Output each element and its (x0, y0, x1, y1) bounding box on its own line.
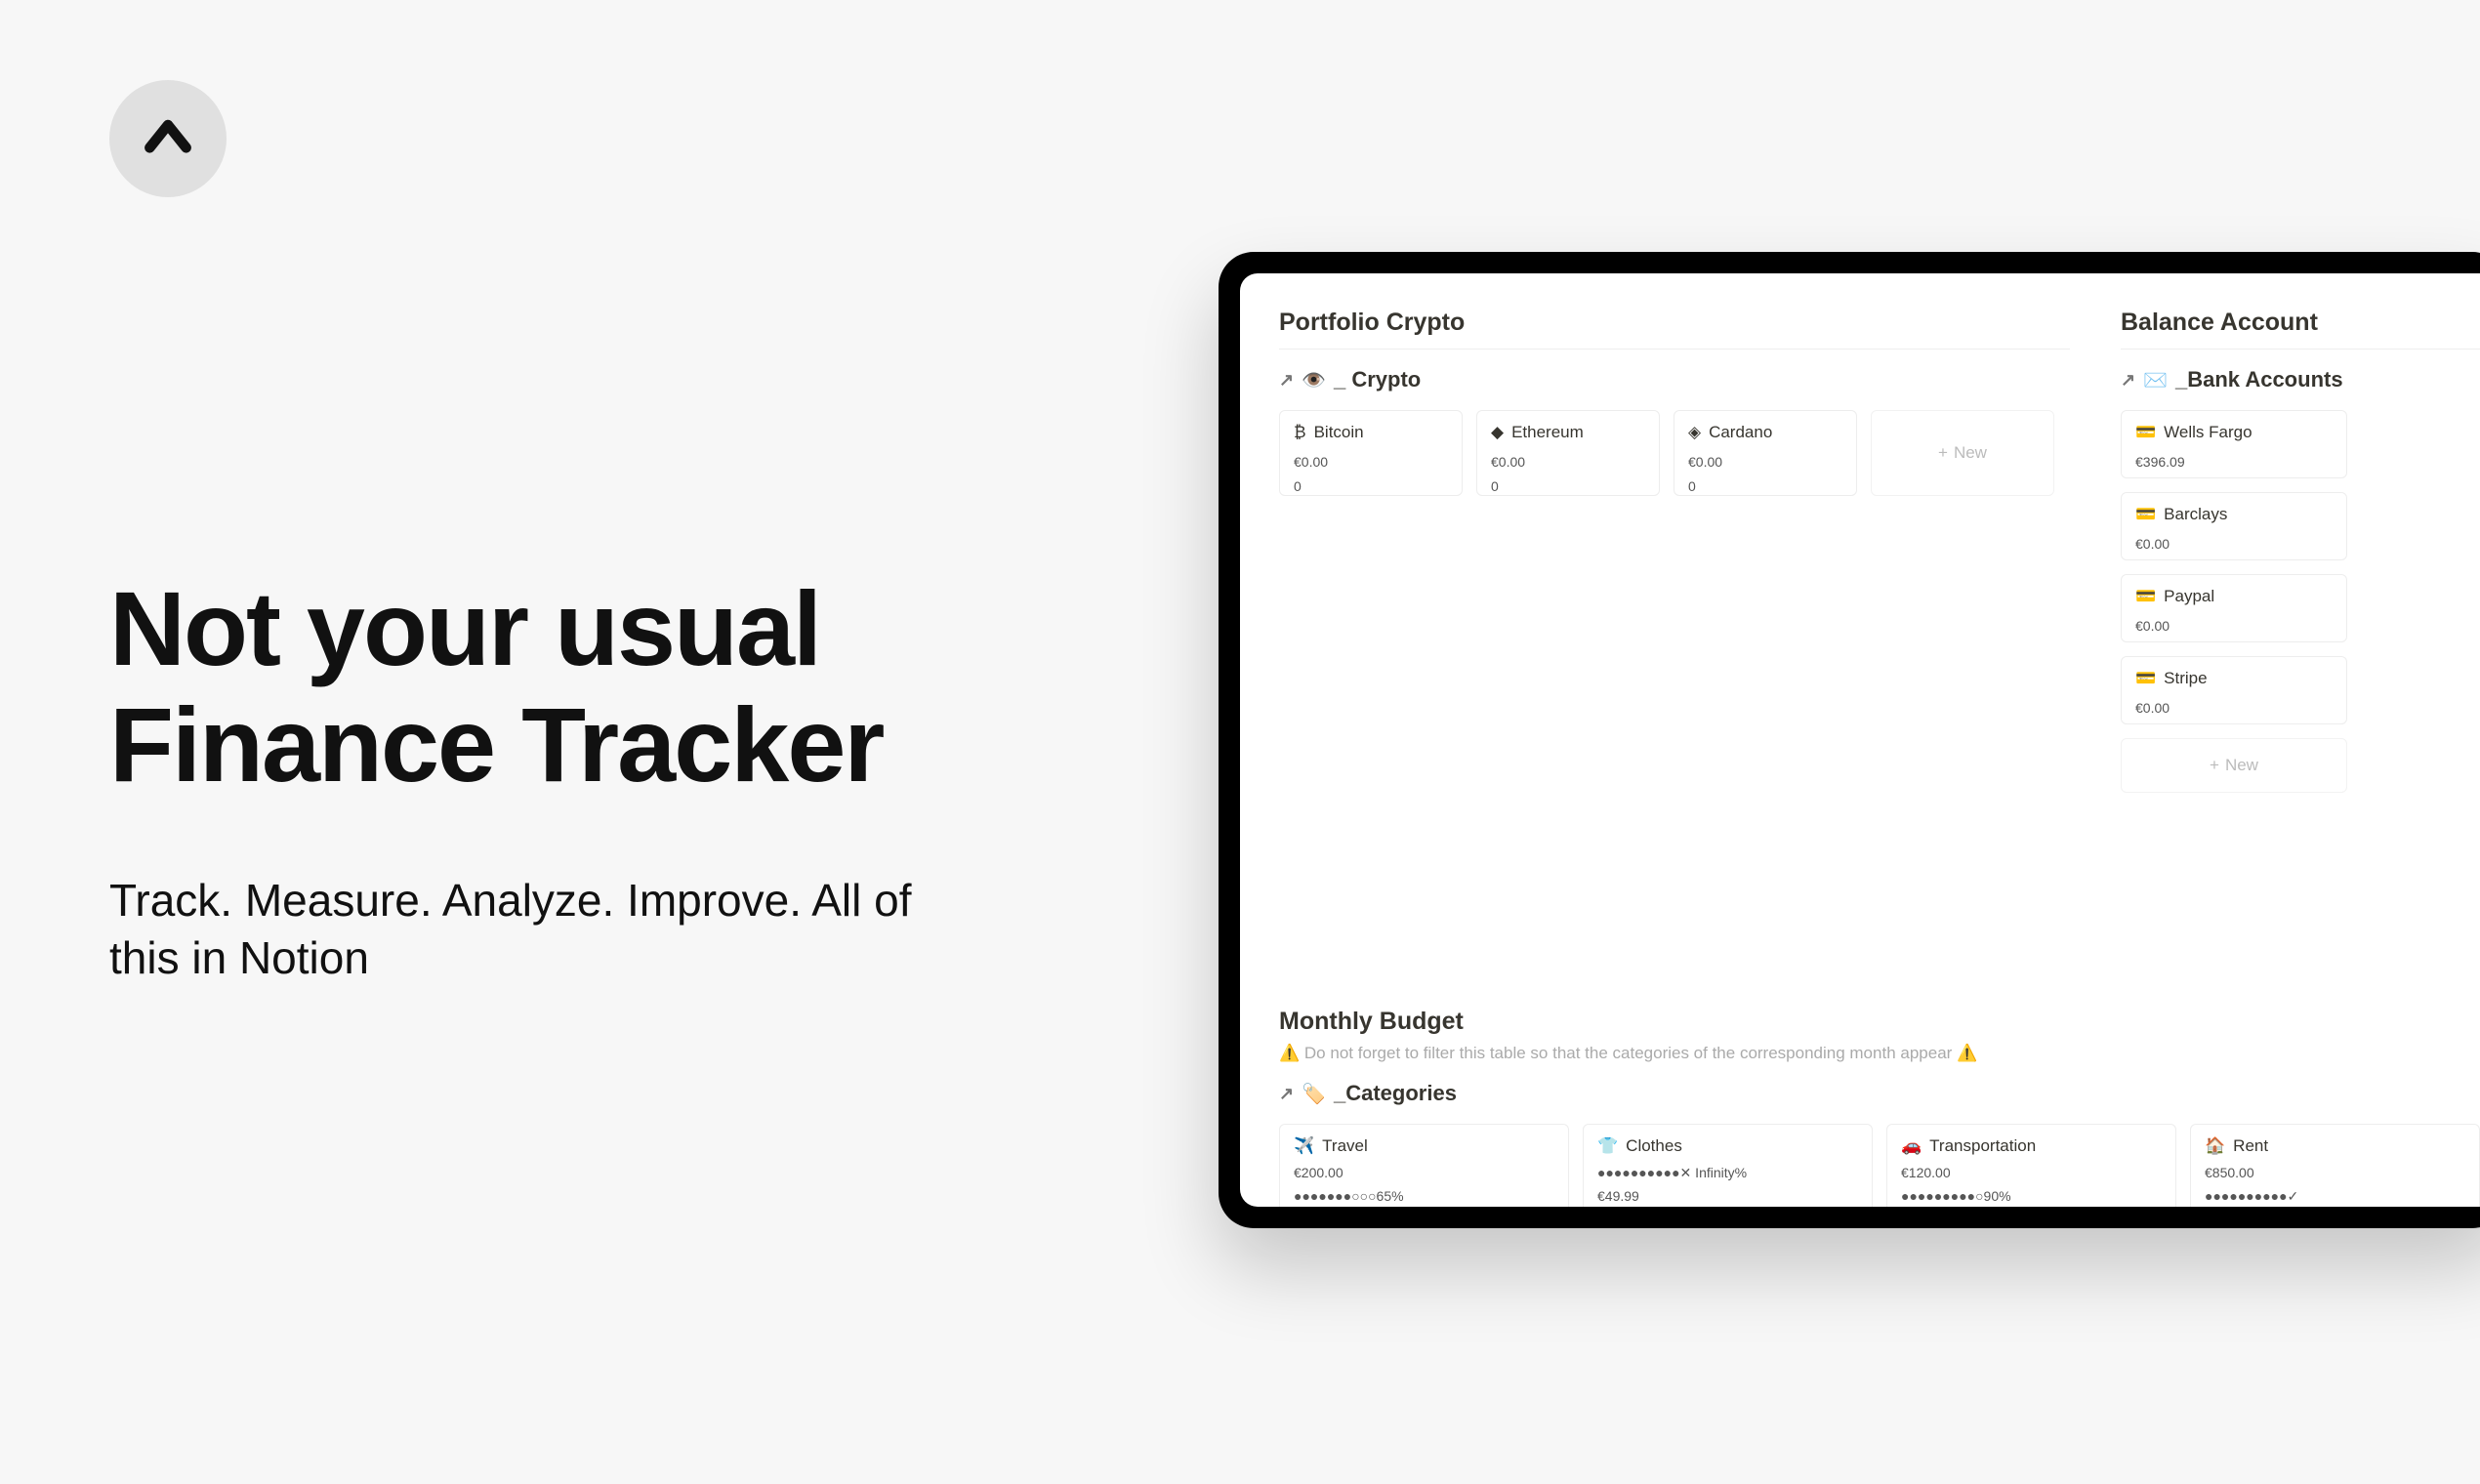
headline-line-2: Finance Tracker (109, 685, 883, 804)
categories-db-label: _Categories (1334, 1081, 1457, 1106)
crypto-qty: 0 (1491, 474, 1645, 499)
bank-db-link[interactable]: ↗ ✉️ _Bank Accounts (2121, 367, 2480, 392)
category-name: Transportation (1929, 1136, 2036, 1156)
marketing-copy: Not your usual Finance Tracker Track. Me… (109, 571, 988, 988)
bank-value: €396.09 (2135, 450, 2333, 474)
category-budget: €120.00 (1901, 1162, 2162, 1185)
bank-value: €0.00 (2135, 696, 2333, 721)
crypto-value: €0.00 (1491, 450, 1645, 474)
crypto-card[interactable]: ◈ Cardano €0.00 0 (1674, 410, 1857, 496)
crypto-name: Cardano (1709, 423, 1772, 442)
new-label: New (1954, 443, 1987, 463)
warning-icon: ⚠️ (1279, 1044, 1300, 1062)
brand-logo (109, 80, 227, 197)
chevron-up-icon (141, 111, 195, 166)
card-icon: 💳 (2135, 669, 2156, 688)
card-icon: 💳 (2135, 423, 2156, 442)
bank-value: €0.00 (2135, 532, 2333, 556)
app-screen: Portfolio Crypto ↗ 👁️ _ Crypto ₿ Bitcoin … (1240, 273, 2480, 1207)
category-budget: €200.00 (1294, 1162, 1554, 1185)
category-icon: ✈️ (1294, 1136, 1314, 1156)
bank-name: Wells Fargo (2164, 423, 2252, 442)
headline-line-1: Not your usual (109, 569, 820, 687)
crypto-new-button[interactable]: + New (1871, 410, 2054, 496)
category-name: Clothes (1626, 1136, 1682, 1156)
arrow-icon: ↗ (1279, 1084, 1294, 1104)
bank-panel: Balance Account ↗ ✉️ _Bank Accounts 💳 Wel… (2121, 309, 2480, 793)
subheadline: Track. Measure. Analyze. Improve. All of… (109, 872, 988, 989)
category-progress: ●●●●●●●●●●✕ Infinity% (1597, 1162, 1858, 1185)
warning-text: Do not forget to filter this table so th… (1304, 1044, 1952, 1062)
category-name: Travel (1322, 1136, 1368, 1156)
category-card[interactable]: 🏠Rent €850.00 ●●●●●●●●●●✓ €850.00 (2190, 1124, 2480, 1207)
crypto-panel: Portfolio Crypto ↗ 👁️ _ Crypto ₿ Bitcoin … (1279, 309, 2070, 793)
crypto-coin-icon: ₿ (1294, 423, 1306, 442)
bank-value: €0.00 (2135, 614, 2333, 639)
crypto-name: Ethereum (1511, 423, 1584, 442)
crypto-name: Bitcoin (1314, 423, 1364, 442)
bank-name: Stripe (2164, 669, 2207, 688)
bank-card[interactable]: 💳 Stripe €0.00 (2121, 656, 2347, 724)
category-card[interactable]: ✈️Travel €200.00 ●●●●●●●○○○65% €130.00 (1279, 1124, 1569, 1207)
category-spent: €49.99 (1597, 1185, 1858, 1207)
mail-icon: ✉️ (2143, 368, 2168, 392)
tablet-frame: Portfolio Crypto ↗ 👁️ _ Crypto ₿ Bitcoin … (1219, 252, 2480, 1228)
crypto-section-title: Portfolio Crypto (1279, 309, 2070, 350)
crypto-card[interactable]: ◆ Ethereum €0.00 0 (1476, 410, 1660, 496)
bank-new-button[interactable]: + New (2121, 738, 2347, 793)
plus-icon: + (1938, 443, 1948, 463)
crypto-icon: 👁️ (1302, 368, 1326, 392)
category-progress: ●●●●●●●○○○65% (1294, 1185, 1554, 1207)
card-icon: 💳 (2135, 505, 2156, 524)
warning-icon: ⚠️ (1957, 1044, 1977, 1062)
categories-db-link[interactable]: ↗ 🏷️ _Categories (1279, 1081, 2480, 1106)
crypto-db-link[interactable]: ↗ 👁️ _ Crypto (1279, 367, 2070, 392)
category-card[interactable]: 🚗Transportation €120.00 ●●●●●●●●●○90% €1… (1886, 1124, 2176, 1207)
crypto-qty: 0 (1294, 474, 1448, 499)
arrow-icon: ↗ (1279, 370, 1294, 391)
bank-card[interactable]: 💳 Barclays €0.00 (2121, 492, 2347, 560)
crypto-value: €0.00 (1294, 450, 1448, 474)
category-progress: ●●●●●●●●●○90% (1901, 1185, 2162, 1207)
category-progress: ●●●●●●●●●●✓ (2205, 1185, 2465, 1207)
category-card[interactable]: 👕 Clothes ●●●●●●●●●●✕ Infinity% €49.99 (1583, 1124, 1873, 1207)
card-icon: 💳 (2135, 587, 2156, 606)
budget-section-title: Monthly Budget (1279, 1008, 2480, 1036)
plus-icon: + (2210, 756, 2219, 775)
crypto-coin-icon: ◈ (1688, 423, 1701, 442)
crypto-value: €0.00 (1688, 450, 1842, 474)
bank-name: Paypal (2164, 587, 2214, 606)
bank-card[interactable]: 💳 Wells Fargo €396.09 (2121, 410, 2347, 478)
bank-name: Barclays (2164, 505, 2227, 524)
bank-db-label: _Bank Accounts (2175, 367, 2343, 392)
new-label: New (2225, 756, 2258, 775)
category-icon: 🏠 (2205, 1136, 2225, 1156)
tag-icon: 🏷️ (1302, 1082, 1326, 1106)
crypto-card[interactable]: ₿ Bitcoin €0.00 0 (1279, 410, 1463, 496)
budget-panel: Monthly Budget ⚠️ Do not forget to filte… (1279, 1008, 2480, 1207)
category-icon: 🚗 (1901, 1136, 1922, 1156)
category-name: Rent (2233, 1136, 2268, 1156)
budget-warning: ⚠️ Do not forget to filter this table so… (1279, 1044, 2480, 1063)
crypto-qty: 0 (1688, 474, 1842, 499)
category-budget: €850.00 (2205, 1162, 2465, 1185)
arrow-icon: ↗ (2121, 370, 2135, 391)
crypto-coin-icon: ◆ (1491, 423, 1504, 442)
bank-section-title: Balance Account (2121, 309, 2480, 350)
crypto-db-label: _ Crypto (1334, 367, 1421, 392)
bank-card[interactable]: 💳 Paypal €0.00 (2121, 574, 2347, 642)
category-icon: 👕 (1597, 1136, 1618, 1156)
